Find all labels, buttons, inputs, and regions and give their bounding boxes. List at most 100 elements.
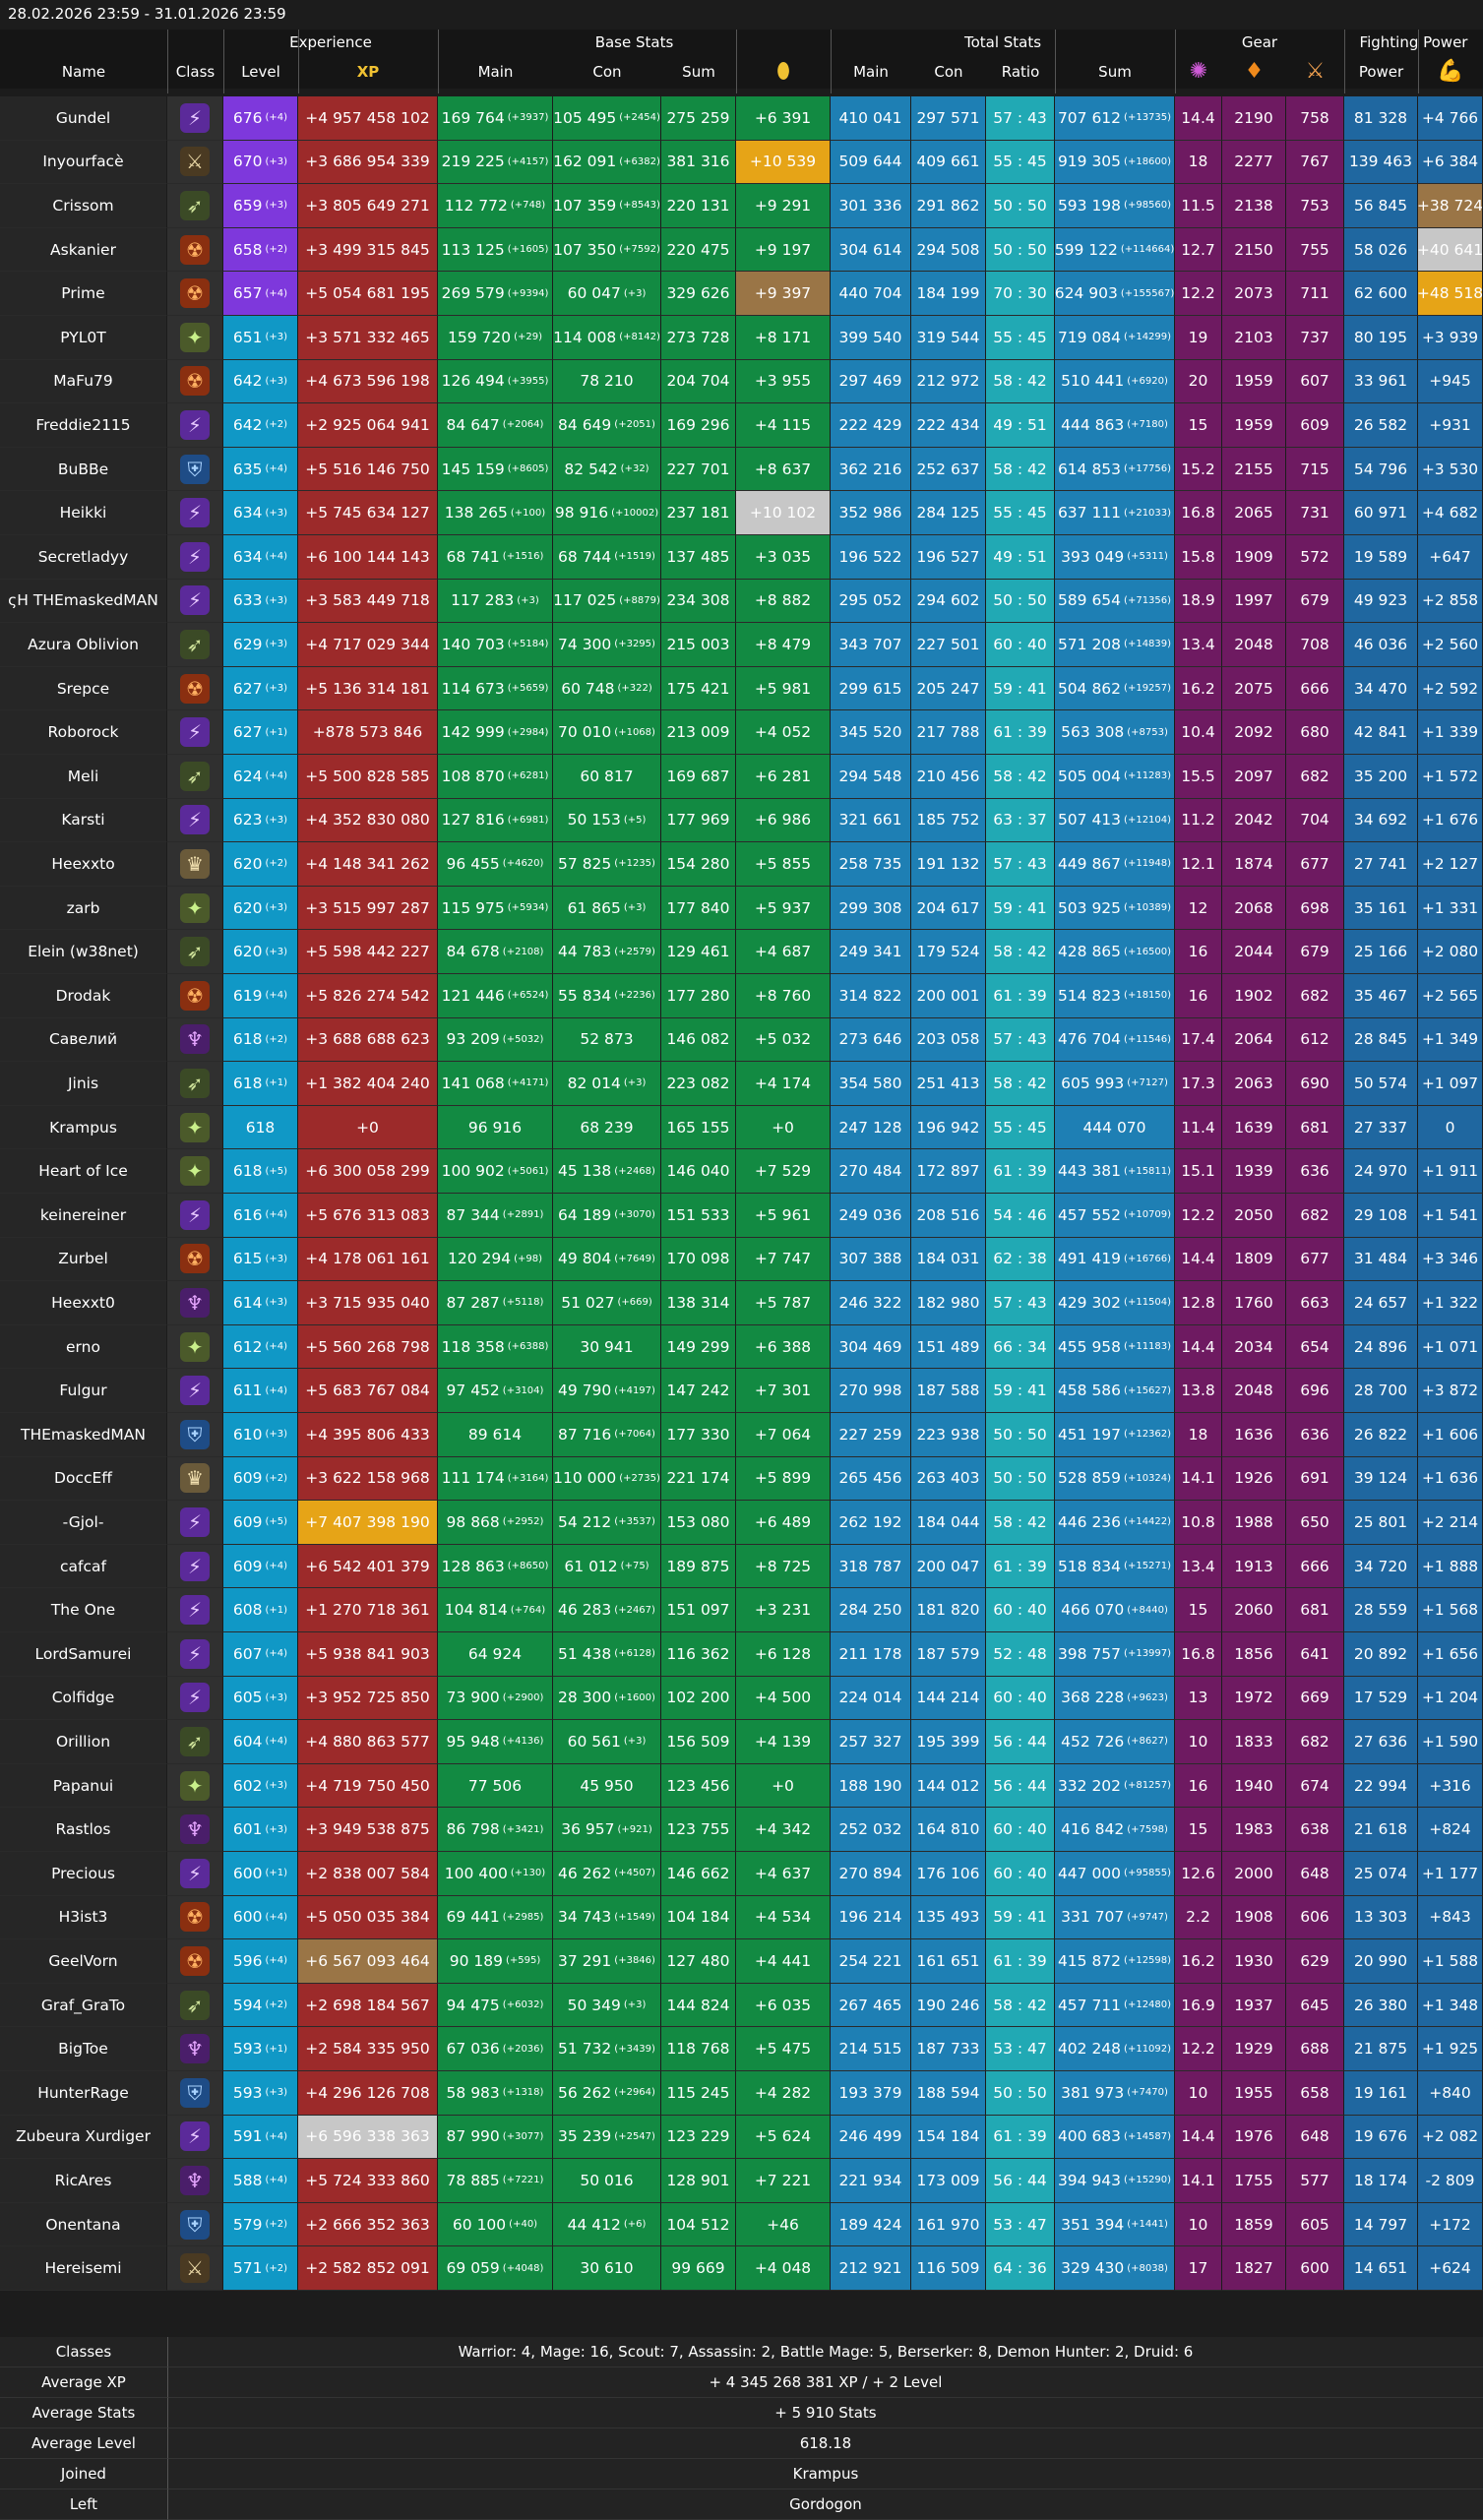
cell-name[interactable]: RicAres: [0, 2159, 167, 2203]
column-header-base-main[interactable]: Main: [438, 54, 553, 89]
column-header-base-sum[interactable]: Sum: [661, 54, 736, 89]
value: 196 522: [838, 547, 902, 566]
cell-name[interactable]: Krampus: [0, 1105, 167, 1150]
column-header-total-main[interactable]: Main: [831, 54, 911, 89]
column-header-power[interactable]: Power: [1344, 54, 1418, 89]
value: Orillion: [55, 1732, 111, 1751]
increment: (+6128): [614, 1648, 655, 1660]
cell-name[interactable]: Freddie2115: [0, 403, 167, 448]
cell-gear3: 654: [1286, 1324, 1344, 1370]
cell-total-con: 291 862: [911, 184, 986, 228]
cell-name[interactable]: keinereiner: [0, 1194, 167, 1238]
cell-name[interactable]: Meli: [0, 755, 167, 799]
column-header-xp[interactable]: XP: [298, 54, 438, 89]
column-header-bonus[interactable]: ⬮: [736, 54, 831, 89]
cell-name[interactable]: MaFu79: [0, 359, 167, 404]
cell-name[interactable]: Papanui: [0, 1763, 167, 1809]
cell-name[interactable]: Gundel: [0, 96, 167, 141]
cell-name[interactable]: Inyourfacè: [0, 140, 167, 185]
cell-name[interactable]: Fulgur: [0, 1369, 167, 1413]
cell-name[interactable]: Colfidge: [0, 1676, 167, 1721]
cell-total-sum: 503 925 (+10389): [1055, 886, 1175, 931]
cell-name[interactable]: Orillion: [0, 1720, 167, 1764]
cell-class: ♆: [167, 2159, 223, 2203]
cell-name[interactable]: THEmaskedMAN: [0, 1413, 167, 1457]
cell-ratio: 60 : 40: [986, 1588, 1055, 1632]
value: 112 772: [444, 196, 508, 215]
increment: (+4507): [614, 1868, 655, 1879]
cell-name[interactable]: BuBBe: [0, 447, 167, 492]
cell-base-sum: 175 421: [661, 666, 736, 711]
cell-name[interactable]: GeelVorn: [0, 1939, 167, 1984]
column-header-level[interactable]: Level: [223, 54, 298, 89]
class-mage-icon: ⚡: [180, 1638, 210, 1669]
cell-name[interactable]: Elein (w38net): [0, 930, 167, 974]
cell-name[interactable]: LordSamurei: [0, 1632, 167, 1677]
column-header-power-inc[interactable]: 💪: [1418, 54, 1483, 89]
cell-name[interactable]: Srepce: [0, 666, 167, 711]
cell-bonus: +0: [736, 1763, 831, 1809]
value: +6 035: [754, 1996, 812, 2014]
cell-name[interactable]: zarb: [0, 886, 167, 931]
cell-name[interactable]: Jinis: [0, 1062, 167, 1106]
column-header-name[interactable]: Name: [0, 54, 167, 89]
value: +48 518: [1418, 284, 1483, 303]
cell-name[interactable]: Onentana: [0, 2202, 167, 2247]
cell-xp: +5 683 767 084: [298, 1369, 438, 1413]
cell-name[interactable]: Karsti: [0, 798, 167, 843]
value: Zubeura Xurdiger: [16, 2127, 151, 2146]
column-header-gear2[interactable]: ♦: [1222, 54, 1286, 89]
cell-level: 609 (+2): [223, 1456, 298, 1502]
cell-name[interactable]: PYL0T: [0, 316, 167, 360]
value: Precious: [51, 1864, 115, 1882]
cell-name[interactable]: Crissom: [0, 184, 167, 228]
cell-gear1: 12.8: [1175, 1281, 1222, 1325]
cell-name[interactable]: Савелий: [0, 1017, 167, 1063]
cell-xp: +6 542 401 379: [298, 1544, 438, 1589]
cell-name[interactable]: Prime: [0, 272, 167, 316]
cell-name[interactable]: The One: [0, 1588, 167, 1632]
cell-name[interactable]: Rastlos: [0, 1808, 167, 1852]
column-header-total-con[interactable]: Con: [911, 54, 986, 89]
column-header-ratio[interactable]: Ratio: [986, 54, 1055, 89]
value: 2092: [1234, 723, 1273, 742]
cell-name[interactable]: H3ist3: [0, 1895, 167, 1940]
cell-name[interactable]: -Gjol-: [0, 1501, 167, 1545]
cell-name[interactable]: ςΗ THEmaskedMAN: [0, 579, 167, 624]
column-header-gear1[interactable]: ✺: [1175, 54, 1222, 89]
value: RicAres: [54, 2171, 112, 2189]
column-header-base-con[interactable]: Con: [553, 54, 661, 89]
cell-name[interactable]: Hereisemi: [0, 2246, 167, 2291]
cell-name[interactable]: erno: [0, 1324, 167, 1370]
cell-name[interactable]: Secretladyy: [0, 535, 167, 580]
column-header-class[interactable]: Class: [167, 54, 223, 89]
cell-base-sum: 146 082: [661, 1017, 736, 1063]
cell-name[interactable]: Heexxto: [0, 842, 167, 887]
cell-name[interactable]: DoccEff: [0, 1456, 167, 1502]
cell-name[interactable]: Azura Oblivion: [0, 623, 167, 667]
cell-total-sum: 428 865 (+16500): [1055, 930, 1175, 974]
cell-base-con: 50 349 (+3): [553, 1983, 661, 2028]
cell-name[interactable]: Heexxt0: [0, 1281, 167, 1325]
cell-total-con: 172 897: [911, 1149, 986, 1194]
value: 77 506: [467, 1776, 523, 1795]
cell-name[interactable]: Precious: [0, 1852, 167, 1896]
increment: (+19257): [1124, 683, 1172, 695]
column-header-total-sum[interactable]: Sum: [1055, 54, 1175, 89]
cell-name[interactable]: Zubeura Xurdiger: [0, 2115, 167, 2160]
cell-name[interactable]: BigToe: [0, 2027, 167, 2071]
cell-base-sum: 151 097: [661, 1588, 736, 1632]
cell-name[interactable]: cafcaf: [0, 1544, 167, 1589]
cell-name[interactable]: Heikki: [0, 491, 167, 535]
cell-name[interactable]: Roborock: [0, 710, 167, 755]
cell-name[interactable]: Heart of Ice: [0, 1149, 167, 1194]
value: 1833: [1234, 1732, 1273, 1751]
cell-name[interactable]: Graf_GraTo: [0, 1983, 167, 2028]
increment: (+3): [265, 1823, 288, 1835]
cell-name[interactable]: Askanier: [0, 227, 167, 273]
cell-name[interactable]: Zurbel: [0, 1237, 167, 1282]
cell-class: ☢: [167, 359, 223, 404]
cell-name[interactable]: Drodak: [0, 974, 167, 1018]
column-header-gear3[interactable]: ⚔: [1286, 54, 1344, 89]
cell-name[interactable]: HunterRage: [0, 2071, 167, 2116]
